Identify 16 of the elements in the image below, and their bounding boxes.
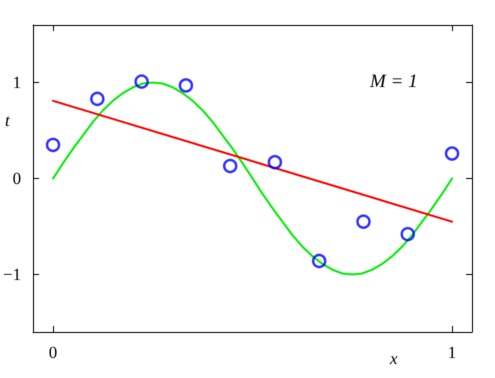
point (178, 78, 194, 93)
point (134, 74, 149, 89)
point (444, 146, 460, 161)
y-tick-label: 0 (12, 169, 22, 188)
y-axis-title: t (5, 111, 11, 130)
point (90, 92, 105, 106)
y-tick-label: −1 (2, 264, 22, 284)
point (222, 158, 238, 174)
x-axis-title: x (389, 349, 398, 368)
point (46, 138, 60, 152)
point (268, 154, 282, 170)
point (356, 214, 371, 229)
point (400, 226, 416, 242)
point (312, 254, 326, 268)
annotation: M = 1 (369, 71, 418, 92)
y-tick-label: 1 (12, 73, 22, 92)
